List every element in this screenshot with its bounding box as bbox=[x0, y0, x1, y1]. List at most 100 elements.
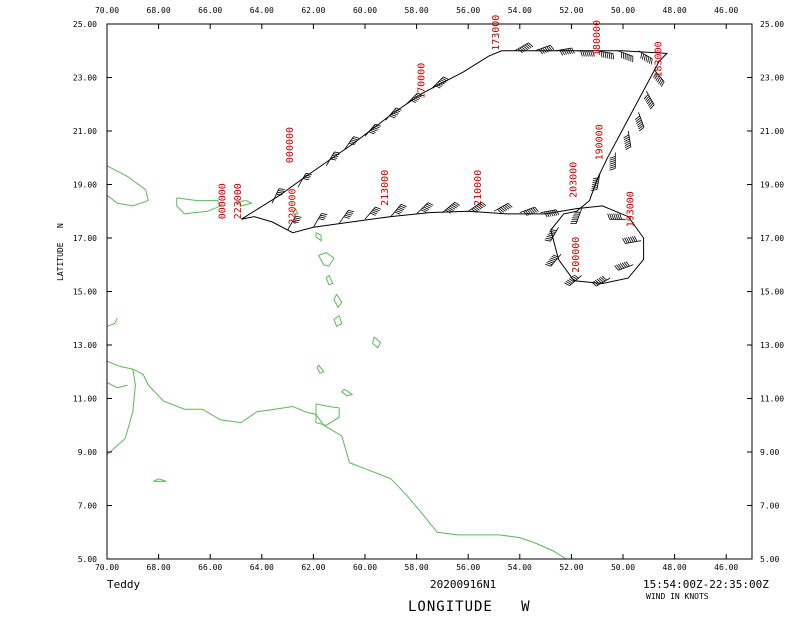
wind-barb-feather bbox=[474, 206, 480, 211]
wind-barb-shaft bbox=[297, 173, 307, 188]
wind-barb-feather bbox=[624, 237, 628, 244]
wind-barb-feather bbox=[477, 204, 484, 209]
wind-barb-feather bbox=[424, 205, 431, 209]
wind-barb bbox=[406, 92, 424, 105]
wind-barb-feather bbox=[304, 174, 311, 177]
y-tick-label: 7.00 bbox=[760, 502, 779, 511]
x-tick-label: 52.00 bbox=[559, 6, 583, 15]
wind-barb-feather bbox=[292, 220, 299, 223]
wind-barb-feather bbox=[417, 92, 424, 97]
wind-barb-feather bbox=[555, 209, 560, 216]
wind-barb-feather bbox=[593, 280, 599, 286]
wind-barb-feather bbox=[615, 213, 618, 220]
wind-barb bbox=[643, 90, 655, 110]
wind-barb bbox=[535, 44, 555, 55]
wind-barb bbox=[385, 107, 402, 121]
wind-barb bbox=[622, 235, 642, 244]
wind-barb-feather bbox=[347, 211, 354, 214]
wind-barb-feather bbox=[609, 156, 616, 159]
wind-barb-feather bbox=[451, 204, 457, 209]
coastline bbox=[106, 369, 136, 456]
wind-barb-shaft bbox=[519, 206, 535, 213]
coastline bbox=[106, 382, 128, 389]
wind-barb bbox=[416, 202, 434, 215]
wind-barb-feather bbox=[398, 207, 405, 211]
wind-barb-feather bbox=[334, 151, 341, 154]
wind-barb-feather bbox=[373, 208, 380, 212]
wind-barb-feather bbox=[643, 54, 646, 61]
wind-barb-feather bbox=[549, 230, 556, 233]
y-axis-title: LATITUDE N bbox=[56, 223, 65, 281]
wind-barb-layer bbox=[271, 42, 665, 287]
time-label: 203000 bbox=[569, 162, 580, 198]
coastline bbox=[106, 165, 149, 207]
wind-barb-feather bbox=[505, 204, 511, 209]
wind-barb-feather bbox=[523, 210, 528, 217]
wind-units-label: WIND IN KNOTS bbox=[646, 592, 709, 601]
wind-barb-feather bbox=[547, 234, 554, 237]
y-tick-label: 19.00 bbox=[73, 181, 97, 190]
wind-barb-feather bbox=[653, 72, 657, 78]
wind-barb-feather bbox=[635, 117, 641, 122]
y-tick-label: 15.00 bbox=[73, 288, 97, 297]
wind-barb-feather bbox=[636, 121, 643, 126]
wind-barb-feather bbox=[607, 213, 610, 220]
wind-barb-feather bbox=[549, 210, 554, 217]
wind-barb-feather bbox=[621, 262, 627, 268]
wind-barb-feather bbox=[647, 56, 650, 63]
wind-barb bbox=[540, 209, 560, 218]
time-label: 213000 bbox=[380, 170, 391, 206]
time-label: 173000 bbox=[491, 15, 502, 51]
wind-barb-feather bbox=[448, 207, 454, 211]
x-tick-label: 64.00 bbox=[250, 563, 274, 572]
wind-barb-feather bbox=[277, 190, 285, 192]
time-label: 190000 bbox=[594, 124, 605, 160]
wind-barb-feather bbox=[609, 164, 616, 167]
wind-barb-feather bbox=[564, 282, 570, 287]
y-tick-label: 23.00 bbox=[760, 74, 784, 83]
wind-barb bbox=[442, 201, 460, 214]
time-label: 223000 bbox=[233, 183, 244, 219]
wind-barb-feather bbox=[553, 210, 558, 216]
wind-barb-feather bbox=[548, 259, 555, 263]
coastline bbox=[315, 403, 340, 426]
y-tick-label: 11.00 bbox=[73, 395, 97, 404]
plot-frame bbox=[106, 23, 753, 560]
wind-barb-feather bbox=[544, 211, 548, 218]
wind-barb-feather bbox=[422, 207, 428, 212]
x-tick-label: 56.00 bbox=[456, 563, 480, 572]
wind-barb-feather bbox=[623, 261, 629, 268]
wind-barb-feather bbox=[598, 277, 604, 283]
wind-barb-feather bbox=[544, 239, 551, 242]
wind-barb-feather bbox=[391, 112, 398, 116]
wind-barb-feather bbox=[592, 181, 599, 183]
coastline bbox=[106, 360, 567, 560]
wind-barb-feather bbox=[650, 58, 653, 65]
wind-barb bbox=[493, 202, 513, 214]
wind-barb-feather bbox=[609, 160, 616, 163]
wind-barb-feather bbox=[611, 213, 614, 220]
wind-barb-feather bbox=[517, 48, 523, 54]
wind-barb-feather bbox=[302, 178, 309, 181]
coastline bbox=[333, 293, 343, 309]
coastline bbox=[325, 275, 334, 286]
y-tick-label: 5.00 bbox=[78, 555, 97, 564]
wind-barb bbox=[638, 50, 653, 65]
wind-barb-shaft bbox=[467, 201, 482, 212]
wind-barb-shaft bbox=[313, 213, 322, 228]
wind-barb-feather bbox=[348, 142, 355, 146]
wind-barb-feather bbox=[547, 260, 554, 264]
wind-barb-feather bbox=[649, 57, 651, 64]
longitude-ticks: 70.00 70.00 68.00 68.00 66.00 66.00 64.00 64.00… bbox=[95, 6, 738, 572]
wind-barb-feather bbox=[596, 278, 602, 284]
x-tick-label: 70.00 bbox=[95, 563, 119, 572]
x-axis-title: LONGITUDE W bbox=[408, 599, 531, 615]
wind-barb-feather bbox=[345, 213, 352, 216]
wind-barb-feather bbox=[591, 185, 598, 187]
wind-barb bbox=[545, 253, 562, 267]
wind-barb-feather bbox=[548, 232, 555, 235]
wind-barb-feather bbox=[394, 109, 401, 113]
latitude-ticks: 5.00 5.00 7.00 7.00 9.00 9.00 11.00 11.00 13.00 1… bbox=[73, 20, 784, 564]
wind-barb-feather bbox=[390, 113, 397, 117]
wind-barb-feather bbox=[320, 214, 327, 217]
